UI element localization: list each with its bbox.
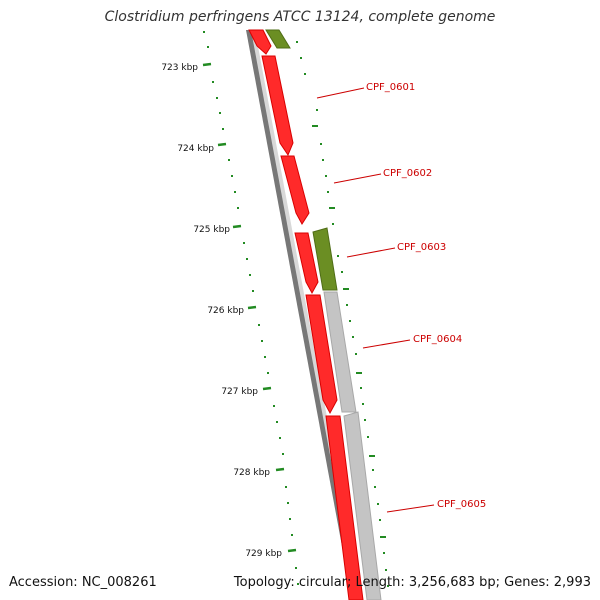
gray-feature-1[interactable]: [323, 291, 357, 413]
gene-label-cpf-0601[interactable]: CPF_0601: [366, 82, 415, 93]
major-ticks-left: [202, 62, 297, 553]
tick-label-724: 724 kbp: [177, 144, 214, 154]
tick-label-725: 725 kbp: [193, 225, 230, 235]
gene-forward-6[interactable]: [325, 415, 364, 600]
gene-label-cpf-0602[interactable]: CPF_0602: [383, 168, 432, 179]
gene-forward-1[interactable]: [248, 29, 272, 55]
tick-label-727: 727 kbp: [221, 387, 258, 397]
minor-ticks-left: [203, 31, 299, 585]
tick-label-723: 723 kbp: [161, 63, 198, 73]
gene-label-cpf-0603[interactable]: CPF_0603: [397, 242, 446, 253]
gene-label-cpf-0604[interactable]: CPF_0604: [413, 334, 462, 345]
label-leaders: [316, 87, 435, 513]
gene-forward-3[interactable]: [280, 155, 310, 225]
gene-forward-4[interactable]: [294, 232, 319, 295]
gene-forward-2[interactable]: [261, 55, 294, 157]
genome-summary-text: Topology: circular; Length: 3,256,683 bp…: [233, 575, 591, 590]
gene-reverse-1[interactable]: [265, 29, 291, 49]
tick-label-728: 728 kbp: [233, 468, 270, 478]
gene-reverse-2[interactable]: [312, 227, 338, 291]
gray-feature-2[interactable]: [343, 411, 382, 600]
tick-label-726: 726 kbp: [207, 306, 244, 316]
ticks-right: [296, 41, 389, 587]
tick-label-729: 729 kbp: [245, 549, 282, 559]
map-title: Clostridium perfringens ATCC 13124, comp…: [104, 9, 496, 25]
gene-forward-5[interactable]: [305, 294, 338, 415]
gene-label-cpf-0605[interactable]: CPF_0605: [437, 499, 486, 510]
accession-text: Accession: NC_008261: [9, 575, 157, 590]
